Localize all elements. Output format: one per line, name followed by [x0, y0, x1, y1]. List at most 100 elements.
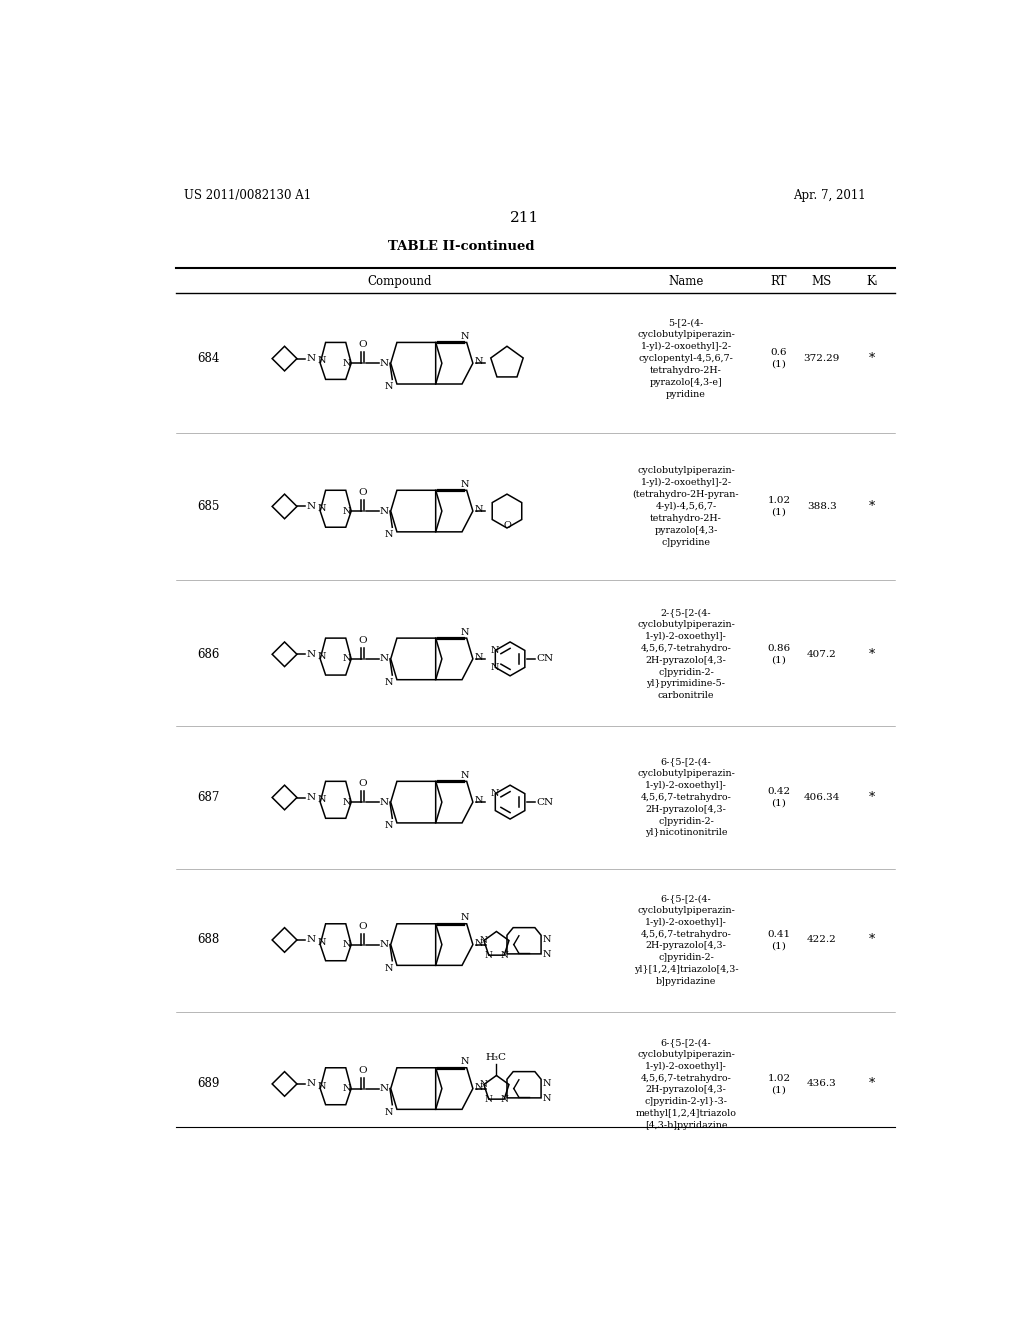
- Text: N: N: [317, 356, 326, 366]
- Text: *: *: [869, 352, 876, 366]
- Text: 2-{5-[2-(4-
cyclobutylpiperazin-
1-yl)-2-oxoethyl]-
4,5,6,7-tetrahydro-
2H-pyraz: 2-{5-[2-(4- cyclobutylpiperazin- 1-yl)-2…: [637, 609, 735, 700]
- Text: cyclobutylpiperazin-
1-yl)-2-oxoethyl]-2-
(tetrahydro-2H-pyran-
4-yl)-4,5,6,7-
t: cyclobutylpiperazin- 1-yl)-2-oxoethyl]-2…: [633, 466, 739, 546]
- Text: N: N: [306, 649, 315, 659]
- Text: O: O: [358, 636, 368, 645]
- Text: *: *: [869, 500, 876, 513]
- Text: N: N: [474, 939, 483, 948]
- Text: N: N: [343, 655, 351, 664]
- Text: 687: 687: [198, 791, 220, 804]
- Text: 1.02
(1): 1.02 (1): [767, 496, 791, 517]
- Text: 6-{5-[2-(4-
cyclobutylpiperazin-
1-yl)-2-oxoethyl]-
4,5,6,7-tetrahydro-
2H-pyraz: 6-{5-[2-(4- cyclobutylpiperazin- 1-yl)-2…: [636, 1038, 736, 1130]
- Text: N: N: [474, 358, 483, 366]
- Text: O: O: [358, 921, 368, 931]
- Text: N: N: [492, 645, 500, 655]
- Text: 388.3: 388.3: [807, 502, 837, 511]
- Text: 436.3: 436.3: [807, 1080, 837, 1089]
- Text: N: N: [461, 913, 469, 923]
- Text: O: O: [358, 779, 368, 788]
- Text: 686: 686: [198, 648, 220, 661]
- Text: 688: 688: [198, 933, 220, 946]
- Text: 684: 684: [198, 352, 220, 366]
- Text: N: N: [379, 1084, 388, 1093]
- Text: N: N: [343, 1084, 351, 1093]
- Text: N: N: [474, 796, 483, 805]
- Text: N: N: [474, 653, 483, 661]
- Text: 689: 689: [198, 1077, 220, 1090]
- Text: N: N: [543, 935, 551, 944]
- Text: N: N: [461, 771, 469, 780]
- Text: N: N: [461, 331, 469, 341]
- Text: 5-[2-(4-
cyclobutylpiperazin-
1-yl)-2-oxoethyl]-2-
cyclopentyl-4,5,6,7-
tetrahyd: 5-[2-(4- cyclobutylpiperazin- 1-yl)-2-ox…: [637, 318, 735, 399]
- Text: N: N: [306, 936, 315, 944]
- Text: N: N: [461, 627, 469, 636]
- Text: N: N: [379, 359, 388, 368]
- Text: 1.02
(1): 1.02 (1): [767, 1073, 791, 1094]
- Text: N: N: [306, 354, 315, 363]
- Text: 685: 685: [198, 500, 220, 513]
- Text: 0.42
(1): 0.42 (1): [767, 787, 791, 808]
- Text: N: N: [317, 796, 326, 804]
- Text: N: N: [343, 797, 351, 807]
- Text: N: N: [317, 504, 326, 513]
- Text: Compound: Compound: [367, 275, 431, 288]
- Text: MS: MS: [811, 275, 831, 288]
- Text: N: N: [343, 359, 351, 368]
- Text: O: O: [358, 488, 368, 498]
- Text: N: N: [492, 789, 500, 799]
- Text: O: O: [503, 521, 511, 531]
- Text: N: N: [474, 506, 483, 513]
- Text: N: N: [343, 940, 351, 949]
- Text: N: N: [306, 502, 315, 511]
- Text: N: N: [480, 936, 487, 945]
- Text: N: N: [543, 949, 551, 958]
- Text: Kᵢ: Kᵢ: [866, 275, 878, 288]
- Text: 6-{5-[2-(4-
cyclobutylpiperazin-
1-yl)-2-oxoethyl]-
4,5,6,7-tetrahydro-
2H-pyraz: 6-{5-[2-(4- cyclobutylpiperazin- 1-yl)-2…: [637, 758, 735, 837]
- Text: 0.86
(1): 0.86 (1): [767, 644, 791, 665]
- Text: N: N: [306, 1080, 315, 1089]
- Text: CN: CN: [537, 797, 554, 807]
- Text: US 2011/0082130 A1: US 2011/0082130 A1: [183, 189, 311, 202]
- Text: N: N: [385, 1107, 393, 1117]
- Text: 406.34: 406.34: [804, 793, 840, 803]
- Text: N: N: [343, 507, 351, 516]
- Text: 6-{5-[2-(4-
cyclobutylpiperazin-
1-yl)-2-oxoethyl]-
4,5,6,7-tetrahydro-
2H-pyraz: 6-{5-[2-(4- cyclobutylpiperazin- 1-yl)-2…: [634, 894, 738, 986]
- Text: N: N: [317, 652, 326, 661]
- Text: 407.2: 407.2: [807, 649, 837, 659]
- Text: N: N: [543, 1094, 551, 1102]
- Text: H₃C: H₃C: [486, 1052, 507, 1061]
- Text: N: N: [385, 964, 393, 973]
- Text: N: N: [543, 1078, 551, 1088]
- Text: N: N: [474, 1082, 483, 1092]
- Text: N: N: [385, 383, 393, 392]
- Text: N: N: [317, 1082, 326, 1090]
- Text: N: N: [461, 1057, 469, 1067]
- Text: TABLE II-continued: TABLE II-continued: [388, 240, 535, 253]
- Text: 211: 211: [510, 211, 540, 224]
- Text: Name: Name: [669, 275, 703, 288]
- Text: N: N: [379, 940, 388, 949]
- Text: *: *: [869, 791, 876, 804]
- Text: O: O: [358, 1065, 368, 1074]
- Text: RT: RT: [771, 275, 787, 288]
- Text: *: *: [869, 648, 876, 661]
- Text: N: N: [379, 797, 388, 807]
- Text: 0.41
(1): 0.41 (1): [767, 929, 791, 950]
- Text: N: N: [480, 1080, 487, 1089]
- Text: Apr. 7, 2011: Apr. 7, 2011: [794, 189, 866, 202]
- Text: N: N: [306, 793, 315, 803]
- Text: N: N: [492, 663, 500, 672]
- Text: 422.2: 422.2: [807, 936, 837, 944]
- Text: CN: CN: [537, 655, 554, 664]
- Text: N: N: [385, 678, 393, 688]
- Text: N: N: [385, 531, 393, 540]
- Text: 0.6
(1): 0.6 (1): [771, 348, 787, 370]
- Text: *: *: [869, 933, 876, 946]
- Text: N: N: [501, 1094, 508, 1104]
- Text: N: N: [461, 479, 469, 488]
- Text: N: N: [379, 655, 388, 664]
- Text: N: N: [379, 507, 388, 516]
- Text: N: N: [385, 821, 393, 830]
- Text: *: *: [869, 1077, 876, 1090]
- Text: O: O: [358, 341, 368, 350]
- Text: N: N: [484, 950, 493, 960]
